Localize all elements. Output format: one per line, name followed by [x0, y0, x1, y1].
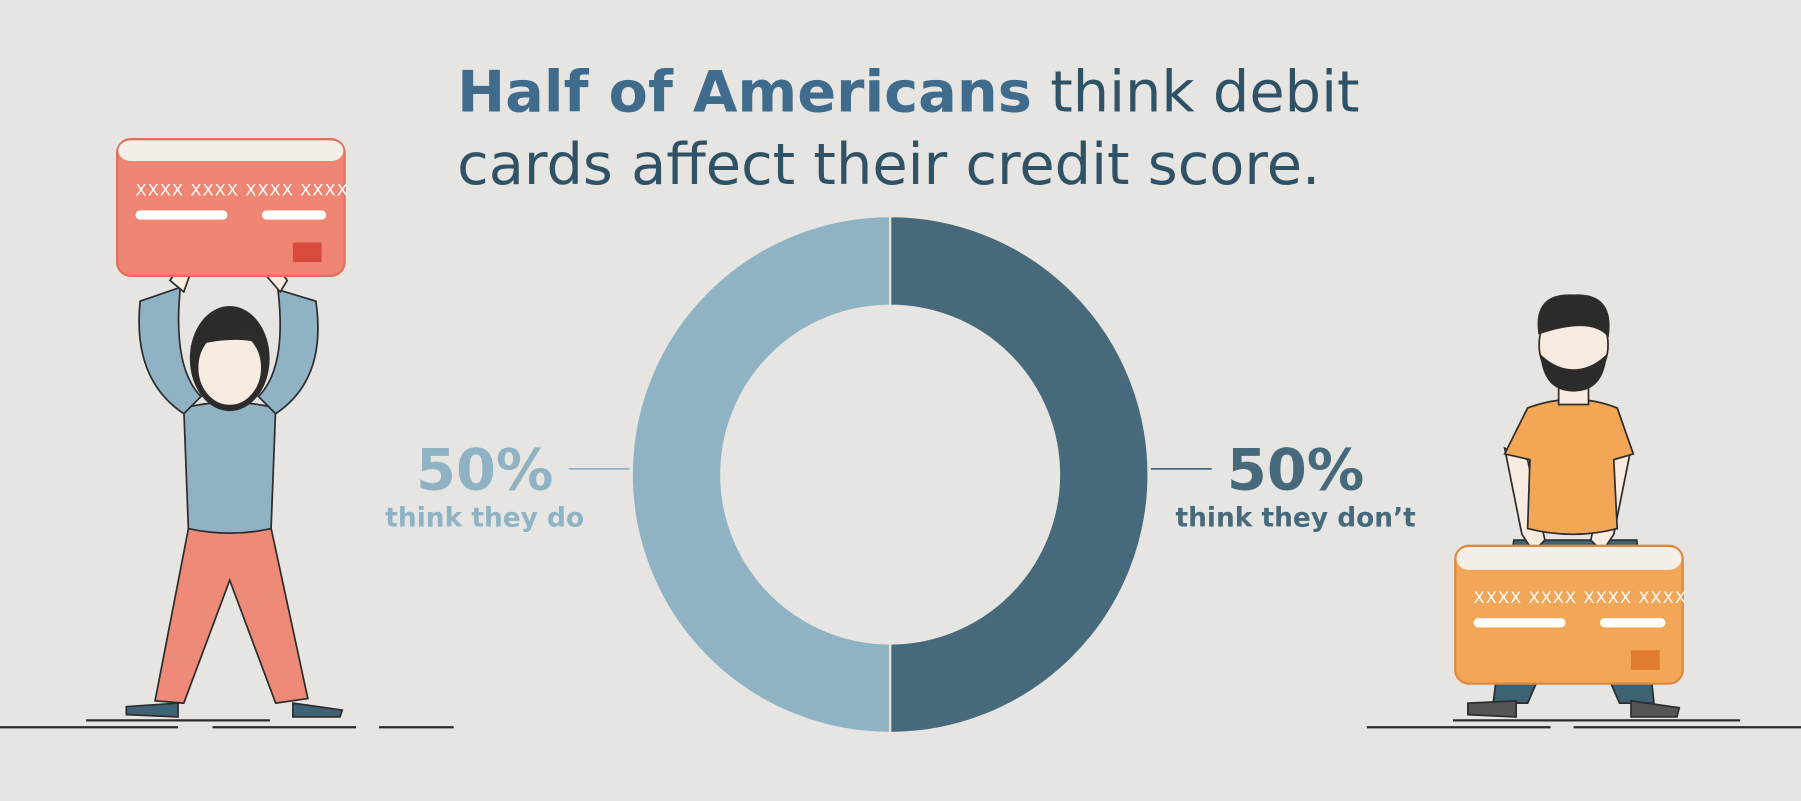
value-label: 50% — [1227, 437, 1364, 504]
category-label: think they don’t — [1175, 502, 1416, 533]
title-emphasis: Half of Americans — [457, 59, 1032, 126]
card-illustration: XXXX XXXX XXXX XXXX — [1454, 544, 1687, 685]
woman-illustration — [125, 269, 344, 718]
value-label: 50% — [416, 437, 553, 504]
title-line: think debit — [1050, 59, 1359, 126]
ground — [0, 719, 1801, 729]
chart-title: Half of Americans think debit — [457, 59, 1359, 126]
donut-segment — [889, 214, 1150, 735]
category-label: think they do — [385, 502, 584, 533]
donut-segment — [630, 214, 892, 735]
card-number: XXXX XXXX XXXX XXXX — [1474, 588, 1687, 607]
card-illustration: XXXX XXXX XXXX XXXX — [116, 138, 349, 278]
card-number: XXXX XXXX XXXX XXXX — [136, 180, 349, 199]
title-line: cards affect their credit score. — [457, 131, 1320, 198]
